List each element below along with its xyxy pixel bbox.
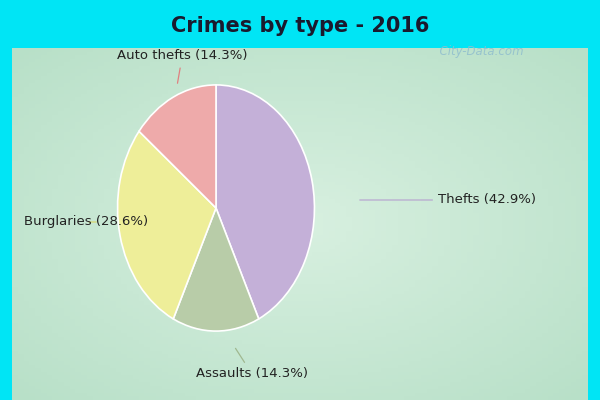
- Text: Auto thefts (14.3%): Auto thefts (14.3%): [117, 50, 248, 83]
- Text: Thefts (42.9%): Thefts (42.9%): [360, 194, 536, 206]
- Wedge shape: [173, 208, 259, 331]
- Text: Burglaries (28.6%): Burglaries (28.6%): [24, 216, 148, 228]
- Wedge shape: [118, 131, 216, 319]
- Text: City-Data.com: City-Data.com: [432, 46, 524, 58]
- Wedge shape: [216, 85, 314, 319]
- Text: Assaults (14.3%): Assaults (14.3%): [196, 348, 308, 380]
- Text: Crimes by type - 2016: Crimes by type - 2016: [171, 16, 429, 36]
- Wedge shape: [139, 85, 216, 208]
